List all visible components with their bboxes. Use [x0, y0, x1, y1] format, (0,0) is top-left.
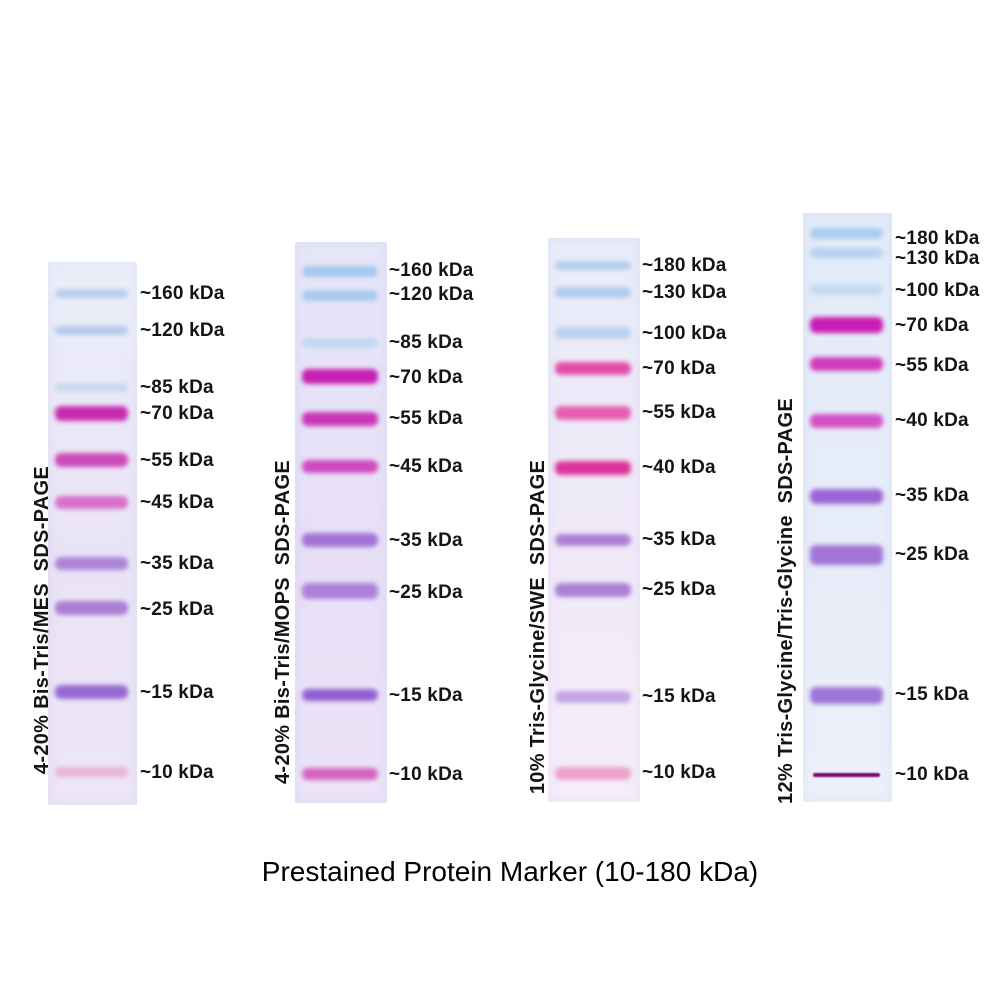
band-kda-label: ~70 kDa: [642, 358, 716, 379]
band: [302, 533, 378, 547]
gel-condition-label: 12% Tris-Glycine/Tris-Glycine SDS-PAGE: [775, 398, 797, 804]
gel-strip: [295, 242, 387, 803]
band-kda-label: ~160 kDa: [389, 260, 474, 281]
band: [810, 414, 883, 428]
band: [55, 495, 128, 509]
band-kda-label: ~25 kDa: [140, 599, 214, 620]
band-kda-label: ~130 kDa: [895, 248, 980, 269]
band-kda-label: ~40 kDa: [895, 410, 969, 431]
band: [810, 686, 883, 704]
band-kda-label: ~55 kDa: [642, 402, 716, 423]
band: [55, 405, 128, 421]
band-kda-label: ~10 kDa: [389, 764, 463, 785]
band: [55, 288, 128, 298]
band-kda-label: ~180 kDa: [895, 228, 980, 249]
band: [55, 382, 128, 392]
band-kda-label: ~10 kDa: [140, 762, 214, 783]
band-kda-label: ~35 kDa: [642, 529, 716, 550]
band: [555, 260, 631, 270]
band-kda-label: ~120 kDa: [140, 320, 225, 341]
band: [302, 689, 378, 701]
band-kda-label: ~35 kDa: [140, 553, 214, 574]
gel-condition-label: 4-20% Bis-Tris/MOPS SDS-PAGE: [272, 460, 294, 784]
band: [555, 361, 631, 375]
band-kda-label: ~70 kDa: [895, 315, 969, 336]
band-kda-label: ~85 kDa: [140, 377, 214, 398]
band-kda-label: ~25 kDa: [895, 544, 969, 565]
band: [302, 338, 378, 348]
band: [302, 583, 378, 599]
band-kda-label: ~100 kDa: [642, 323, 727, 344]
band-kda-label: ~130 kDa: [642, 282, 727, 303]
band-kda-label: ~55 kDa: [389, 408, 463, 429]
band-kda-label: ~55 kDa: [895, 355, 969, 376]
band: [55, 685, 128, 699]
band: [55, 556, 128, 570]
band: [810, 248, 883, 258]
band: [810, 545, 883, 565]
gel-strip: [48, 262, 137, 805]
band-kda-label: ~25 kDa: [642, 579, 716, 600]
gel-strip: [803, 213, 892, 802]
gel-strip: [548, 238, 640, 802]
band: [55, 325, 128, 335]
band: [810, 227, 883, 239]
band: [302, 368, 378, 384]
band: [555, 406, 631, 420]
band: [302, 289, 378, 301]
band-kda-label: ~15 kDa: [140, 682, 214, 703]
band-kda-label: ~45 kDa: [389, 456, 463, 477]
band-kda-label: ~45 kDa: [140, 492, 214, 513]
band: [555, 461, 631, 475]
band: [302, 265, 378, 277]
band: [55, 767, 128, 777]
band-kda-label: ~55 kDa: [140, 450, 214, 471]
band-kda-label: ~120 kDa: [389, 284, 474, 305]
band: [555, 534, 631, 546]
band: [810, 357, 883, 371]
band-kda-label: ~35 kDa: [895, 485, 969, 506]
band: [55, 453, 128, 467]
band: [555, 766, 631, 780]
band: [813, 773, 880, 777]
band-kda-label: ~70 kDa: [140, 403, 214, 424]
band-kda-label: ~35 kDa: [389, 530, 463, 551]
band-kda-label: ~70 kDa: [389, 367, 463, 388]
band: [810, 488, 883, 504]
band: [555, 327, 631, 339]
band-kda-label: ~180 kDa: [642, 255, 727, 276]
band-kda-label: ~15 kDa: [389, 685, 463, 706]
band-kda-label: ~160 kDa: [140, 283, 225, 304]
band: [555, 286, 631, 298]
band: [555, 691, 631, 703]
band: [810, 317, 883, 333]
band-kda-label: ~10 kDa: [895, 764, 969, 785]
band: [302, 768, 378, 780]
band-kda-label: ~10 kDa: [642, 762, 716, 783]
band: [302, 412, 378, 426]
band: [55, 601, 128, 615]
band-kda-label: ~15 kDa: [642, 686, 716, 707]
gel-condition-label: 4-20% Bis-Tris/MES SDS-PAGE: [31, 465, 53, 775]
gel-condition-label: 10% Tris-Glycine/SWE SDS-PAGE: [527, 459, 549, 795]
band: [810, 283, 883, 295]
band-kda-label: ~25 kDa: [389, 582, 463, 603]
band-kda-label: ~40 kDa: [642, 457, 716, 478]
band-kda-label: ~15 kDa: [895, 684, 969, 705]
band-kda-label: ~100 kDa: [895, 280, 980, 301]
band: [555, 583, 631, 597]
band: [302, 459, 378, 473]
figure-title: Prestained Protein Marker (10-180 kDa): [261, 856, 759, 887]
band-kda-label: ~85 kDa: [389, 332, 463, 353]
